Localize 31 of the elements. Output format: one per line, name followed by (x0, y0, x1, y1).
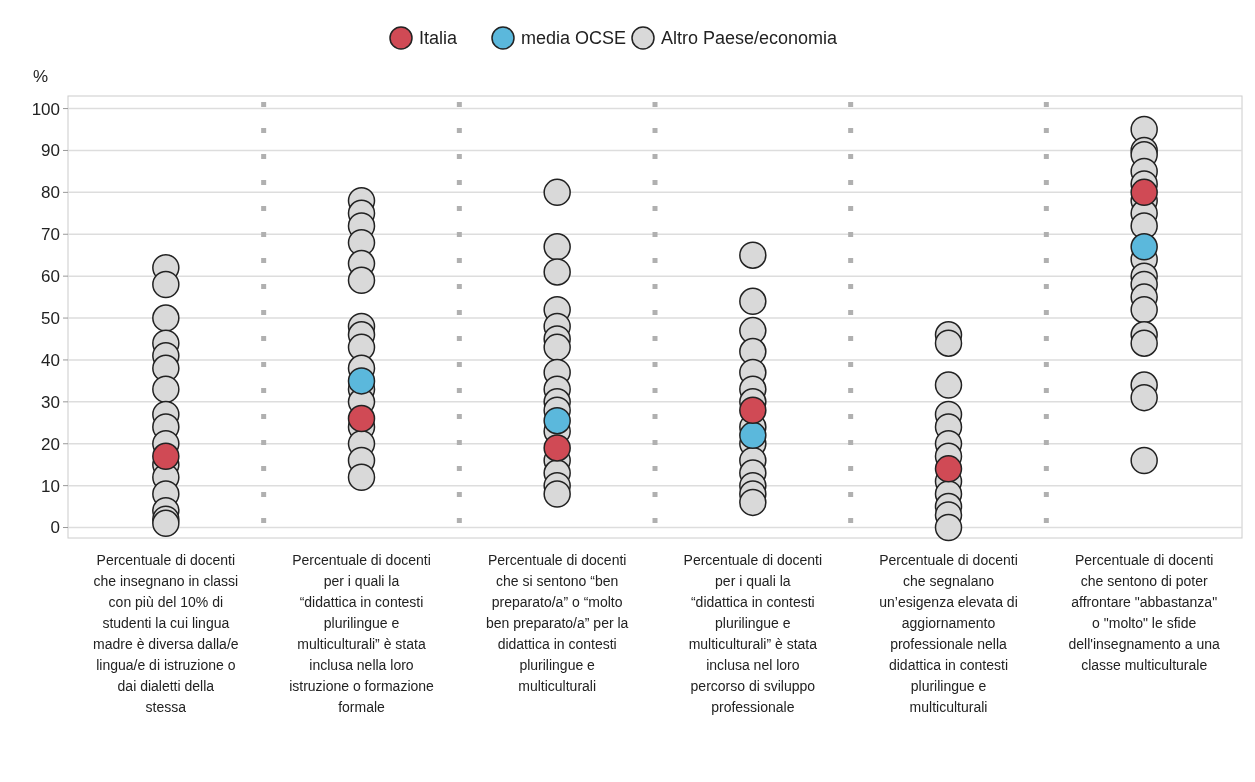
point (543, 406, 571, 435)
y-tick-label: 0 (50, 518, 60, 538)
point (347, 404, 376, 433)
y-tick-label: 30 (41, 392, 60, 412)
y-axis-title: % (33, 67, 49, 86)
y-tick-label: 40 (41, 350, 60, 370)
y-tick-label: 60 (41, 267, 60, 287)
y-tick-label: 70 (41, 225, 60, 245)
x-tick-label: Percentuale di docenti che sentono di poter affrontare "abbastanza" o "molto" le sfide dell'insegnamento a una classe multiculturale (1068, 552, 1221, 673)
point (1130, 233, 1158, 261)
point (739, 396, 767, 424)
y-tick-label: 10 (41, 476, 60, 496)
y-tick-label: 20 (41, 434, 60, 454)
point (152, 442, 180, 471)
y-tick-label: 80 (41, 183, 60, 203)
point (543, 434, 571, 462)
x-tick-label: Percentuale di docenti per i quali la “didattica in contesti plurilingue e multiculturali” è stata inclusa nel loro percorso di sviluppo professionale (683, 552, 823, 715)
point (347, 367, 376, 395)
x-tick-label: Percentuale di docenti che si sentono “ben preparato/a” o “molto ben preparato/a” per la didattica in contesti plurilingue e multiculturali (485, 552, 629, 694)
point (739, 421, 767, 450)
x-tick-label: Percentuale di docenti che segnalano un’esigenza elevata di aggiornamento professionale nella didattica in contesti plurilingue e multiculturali (879, 552, 1018, 715)
x-tick-label: Percentuale di docenti che insegnano in classi con più del 10% di studenti la cui lingua madre è diversa dalla/e lingua/e di istruzione o dai dialetti della stessa (93, 552, 239, 715)
point (934, 455, 963, 483)
point (1130, 178, 1158, 207)
legend-label: media OCSE (521, 28, 627, 48)
y-tick-label: 90 (41, 141, 60, 161)
y-tick-label: 100 (31, 99, 60, 119)
legend-label: Italia (419, 28, 459, 48)
x-tick-label: Percentuale di docenti per i quali la “didattica in contesti plurilingue e multiculturali” è stata inclusa nella loro istruzione o formazione formale (289, 552, 435, 715)
legend-label: Altro Paese/economia (661, 28, 839, 48)
y-tick-label: 50 (41, 309, 60, 328)
